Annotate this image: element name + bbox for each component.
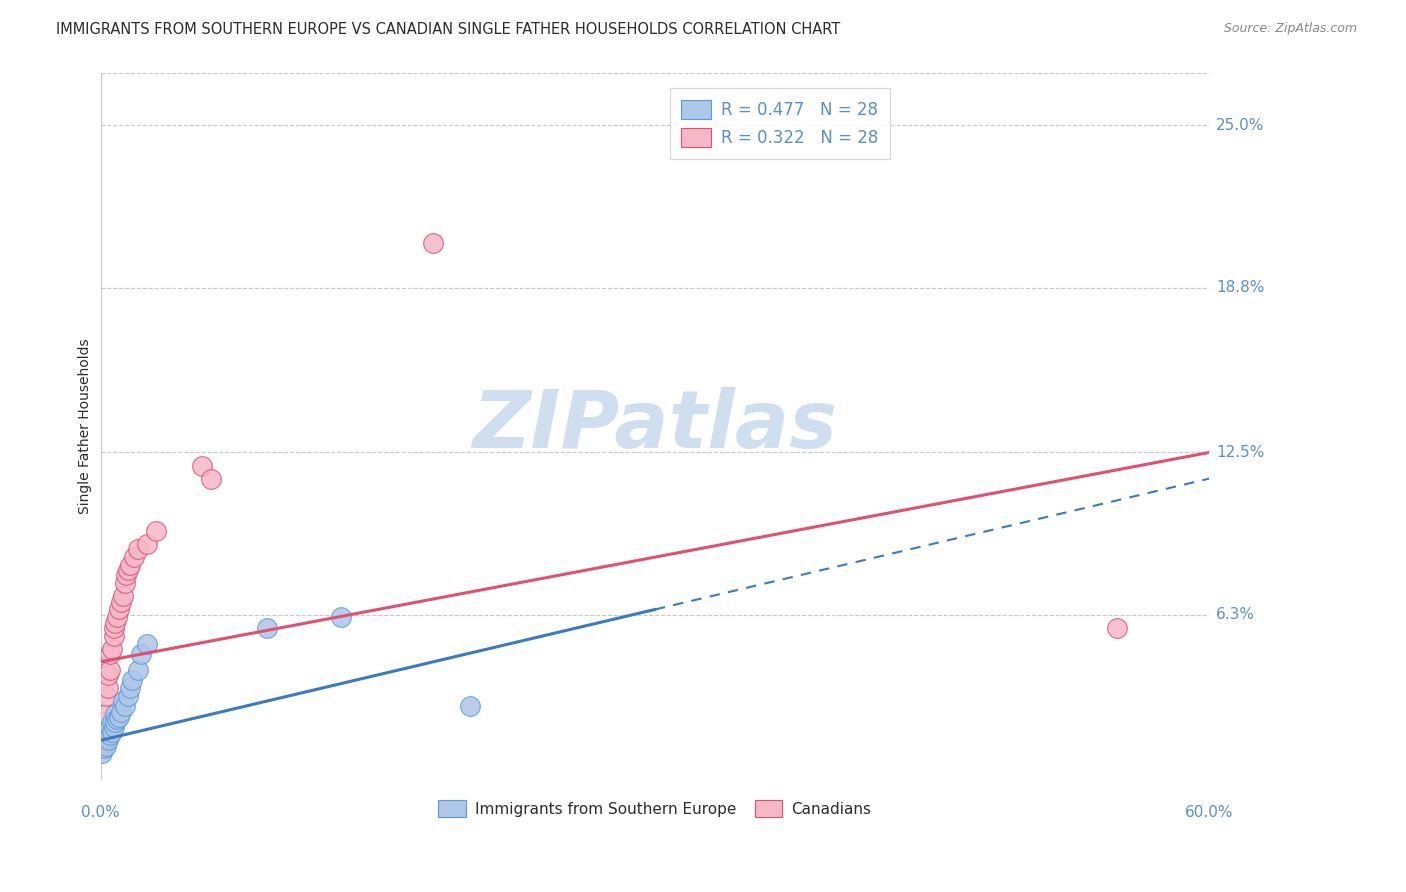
Point	[114, 576, 136, 591]
Point	[135, 537, 157, 551]
Point	[105, 610, 128, 624]
Point	[97, 681, 120, 695]
Point	[127, 542, 149, 557]
Text: 12.5%: 12.5%	[1216, 445, 1264, 460]
Point	[110, 594, 132, 608]
Point	[103, 629, 125, 643]
Text: 60.0%: 60.0%	[1185, 805, 1233, 820]
Point	[120, 681, 142, 695]
Point	[94, 739, 117, 753]
Point	[103, 720, 125, 734]
Text: 18.8%: 18.8%	[1216, 280, 1264, 295]
Point	[108, 602, 131, 616]
Point	[111, 694, 134, 708]
Point	[422, 236, 444, 251]
Point	[114, 699, 136, 714]
Point	[117, 563, 139, 577]
Point	[120, 558, 142, 572]
Point	[127, 663, 149, 677]
Point	[94, 689, 117, 703]
Point	[91, 747, 114, 761]
Point	[458, 699, 481, 714]
Point	[108, 710, 131, 724]
Point	[100, 714, 122, 729]
Point	[93, 741, 115, 756]
Point	[104, 707, 127, 722]
Point	[91, 733, 114, 747]
Text: Source: ZipAtlas.com: Source: ZipAtlas.com	[1223, 22, 1357, 36]
Point	[97, 733, 120, 747]
Point	[105, 713, 128, 727]
Y-axis label: Single Father Households: Single Father Households	[79, 338, 93, 514]
Point	[98, 663, 121, 677]
Point	[129, 647, 152, 661]
Point	[98, 647, 121, 661]
Text: IMMIGRANTS FROM SOUTHERN EUROPE VS CANADIAN SINGLE FATHER HOUSEHOLDS CORRELATION: IMMIGRANTS FROM SOUTHERN EUROPE VS CANAD…	[56, 22, 841, 37]
Text: 25.0%: 25.0%	[1216, 118, 1264, 133]
Point	[121, 673, 143, 688]
Point	[97, 668, 120, 682]
Point	[122, 550, 145, 565]
Point	[145, 524, 167, 538]
Point	[94, 707, 117, 722]
Point	[256, 621, 278, 635]
Point	[98, 720, 121, 734]
Point	[93, 725, 115, 739]
Point	[93, 736, 115, 750]
Legend: Immigrants from Southern Europe, Canadians: Immigrants from Southern Europe, Canadia…	[430, 792, 879, 825]
Point	[104, 714, 127, 729]
Point	[104, 615, 127, 630]
Point	[98, 728, 121, 742]
Point	[135, 636, 157, 650]
Point	[111, 590, 134, 604]
Text: 0.0%: 0.0%	[82, 805, 120, 820]
Point	[93, 714, 115, 729]
Text: ZIPatlas: ZIPatlas	[472, 387, 838, 466]
Point	[200, 472, 222, 486]
Point	[329, 610, 352, 624]
Text: 6.3%: 6.3%	[1216, 607, 1256, 623]
Point	[110, 705, 132, 719]
Point	[94, 731, 117, 745]
Point	[103, 621, 125, 635]
Point	[117, 689, 139, 703]
Point	[97, 725, 120, 739]
Point	[1105, 621, 1128, 635]
Point	[100, 641, 122, 656]
Point	[100, 725, 122, 739]
Point	[191, 458, 214, 473]
Point	[115, 568, 138, 582]
